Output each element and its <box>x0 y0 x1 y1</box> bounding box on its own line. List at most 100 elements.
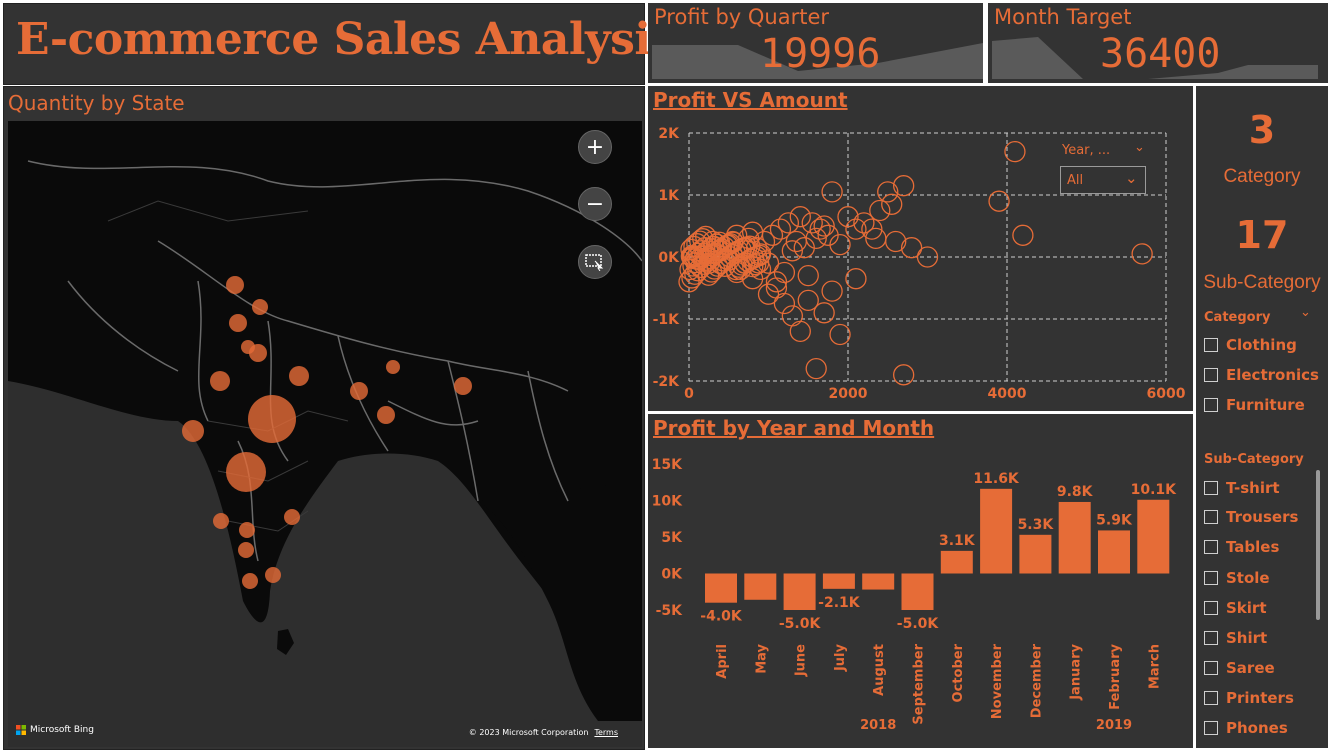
scatter-point <box>877 181 899 203</box>
bing-logo: Microsoft Bing <box>16 725 94 735</box>
category-option[interactable]: Electronics <box>1204 366 1319 384</box>
y-tick-label: -5K <box>656 603 684 619</box>
checkbox[interactable] <box>1204 661 1218 675</box>
category-option[interactable]: Clothing <box>1204 336 1297 354</box>
x-tick-label: November <box>990 643 1005 719</box>
checkbox[interactable] <box>1204 601 1218 615</box>
scatter-point <box>710 252 732 274</box>
scatter-point <box>845 218 867 240</box>
bar <box>822 573 855 589</box>
y-tick-label: 10K <box>652 494 683 510</box>
data-label: -5.0K <box>897 616 940 632</box>
scatter-point <box>745 237 768 259</box>
bubble <box>242 573 258 589</box>
y-tick-label: 1K <box>658 188 680 204</box>
bar <box>940 550 973 574</box>
scatter-point <box>734 237 756 259</box>
x-tick-label: May <box>754 643 769 673</box>
checkbox[interactable] <box>1204 398 1218 412</box>
subcategory-option[interactable]: Stole <box>1204 569 1270 587</box>
option-label: Printers <box>1226 689 1294 707</box>
scatter-point <box>797 264 819 287</box>
map-canvas[interactable]: + − Microsoft Bing © 2023 Microsoft Corp… <box>8 121 642 747</box>
map-title: Quantity by State <box>8 91 185 115</box>
chevron-down-icon[interactable]: ⌄ <box>1300 305 1311 320</box>
data-label: -4.0K <box>700 609 743 625</box>
year-label: 2019 <box>1096 718 1132 733</box>
checkbox[interactable] <box>1204 540 1218 554</box>
subcategory-option[interactable]: Skirt <box>1204 599 1267 617</box>
x-tick-label: September <box>912 643 927 724</box>
kpi-title: Month Target <box>994 5 1132 29</box>
y-tick-label: -1K <box>653 312 681 328</box>
dashboard-title: E-commerce Sales Analysis <box>16 14 675 65</box>
checkbox[interactable] <box>1204 510 1218 524</box>
kpi-value: 36400 <box>1100 31 1221 77</box>
terms-link[interactable]: Terms <box>594 728 618 737</box>
scatter-point <box>1004 140 1026 163</box>
scatter-point <box>1012 224 1034 246</box>
checkbox[interactable] <box>1204 721 1218 735</box>
map-svg <box>8 121 642 747</box>
checkbox[interactable] <box>1204 481 1218 495</box>
map-copyright: © 2023 Microsoft Corporation Terms <box>469 728 618 737</box>
kpi-value: 19996 <box>760 31 881 77</box>
checkbox[interactable] <box>1204 571 1218 585</box>
bar <box>901 573 934 610</box>
bar-chart[interactable]: 15K 10K 5K 0K -5K -4.0K April May -5.0K June -2.1K… <box>648 414 1193 748</box>
bubble <box>213 513 229 529</box>
bar <box>980 488 1013 574</box>
subcategory-option[interactable]: Shirt <box>1204 629 1267 647</box>
scatter-title: Profit VS Amount <box>653 88 848 112</box>
category-count-label: Category <box>1223 166 1301 187</box>
chevron-down-icon[interactable]: ⌄ <box>1134 140 1145 155</box>
checkbox[interactable] <box>1204 368 1218 382</box>
scatter-point <box>753 230 776 253</box>
subcategory-option[interactable]: T-shirt <box>1204 479 1280 497</box>
y-tick-label: 15K <box>652 457 683 473</box>
scatter-point <box>821 181 843 203</box>
copyright-text: © 2023 Microsoft Corporation <box>468 728 589 737</box>
checkbox[interactable] <box>1204 631 1218 645</box>
bar <box>705 573 737 603</box>
zoom-out-button[interactable]: − <box>578 187 612 221</box>
scatter-point <box>813 302 835 324</box>
scatter-point <box>726 261 748 284</box>
year-filter-dropdown[interactable]: All ⌄ <box>1060 166 1146 194</box>
x-tick-label: January <box>1069 643 1084 700</box>
minus-icon: − <box>585 191 605 217</box>
bubble <box>377 406 395 424</box>
subcategory-option[interactable]: Trousers <box>1204 508 1298 526</box>
subcategory-option[interactable]: Tables <box>1204 538 1279 556</box>
subcategory-option[interactable]: Saree <box>1204 659 1275 677</box>
scatter-point <box>881 193 903 215</box>
bubble <box>248 395 296 443</box>
bar <box>1098 530 1130 574</box>
bubble <box>252 299 268 315</box>
scatter-chart[interactable]: 0 2000 4000 6000 2K 1K 0K -1K -2K <box>648 86 1193 411</box>
option-label: Saree <box>1226 659 1275 677</box>
selection-tool-button[interactable] <box>578 245 612 279</box>
slicer-scrollbar[interactable] <box>1316 470 1320 620</box>
data-label: -2.1K <box>818 595 861 611</box>
category-option[interactable]: Furniture <box>1204 396 1305 414</box>
x-tick-label: 0 <box>684 386 694 402</box>
bar-visual: Profit by Year and Month 15K 10K 5K 0K -5K -4… <box>648 414 1193 748</box>
zoom-in-button[interactable]: + <box>578 130 612 164</box>
option-label: Trousers <box>1226 508 1299 526</box>
checkbox[interactable] <box>1204 338 1218 352</box>
southeast-asia <box>478 481 642 721</box>
bing-label: Microsoft Bing <box>30 725 94 735</box>
x-tick-label: 6000 <box>1147 386 1186 402</box>
scatter-point <box>765 277 788 299</box>
checkbox[interactable] <box>1204 691 1218 705</box>
kpi-sparkline <box>992 37 1318 79</box>
x-tick-label: 2000 <box>829 386 868 402</box>
subcategory-option[interactable]: Printers <box>1204 689 1294 707</box>
bubble <box>226 452 266 492</box>
subcategory-option[interactable]: Phones <box>1204 719 1288 737</box>
option-label: Skirt <box>1226 599 1267 617</box>
data-label: 5.3K <box>1018 517 1055 533</box>
scatter-point <box>680 245 703 268</box>
sea <box>8 381 642 747</box>
